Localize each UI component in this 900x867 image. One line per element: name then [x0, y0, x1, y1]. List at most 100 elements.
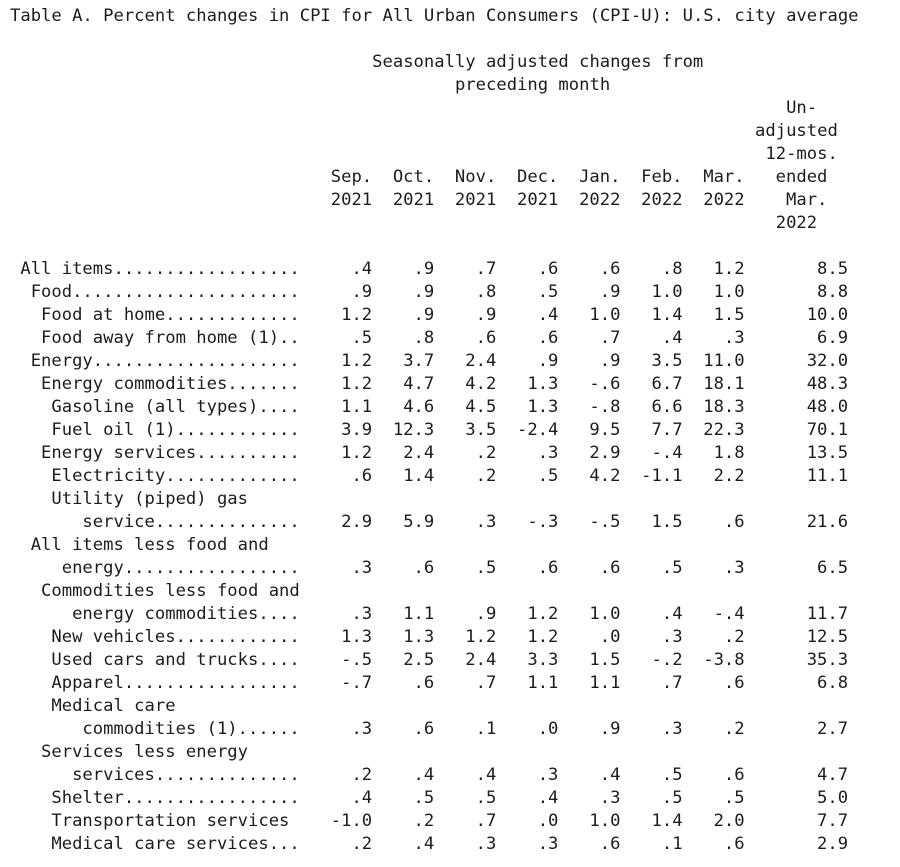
unadjusted-12mo-cell: 8.5	[817, 259, 849, 279]
value-cell: 1.5	[651, 512, 683, 532]
table-row: Apparel................. -.7 .6 .7 1.1 1.1 .7.…	[10, 672, 900, 695]
unadjusted-header-2022: 2022	[775, 213, 818, 233]
value-cell: .4	[351, 259, 373, 279]
column-header-month: Nov.	[454, 167, 497, 187]
value-cell: .9	[413, 282, 435, 302]
row-label: Medical care services...	[10, 834, 300, 854]
table-row: service.............. 2.9 5.9 .3 -.3 -.5 1.5 .6…	[10, 511, 900, 534]
value-cell: 4.2	[589, 466, 621, 486]
table-row: energy................. .3 .6 .5 .6 .6 .5 .3 6.5	[10, 557, 900, 580]
unadjusted-12mo-cell: 48.3	[806, 374, 849, 394]
value-cell: 1.2	[341, 443, 373, 463]
value-cell: .4	[475, 765, 497, 785]
row-label: Electricity.............	[10, 466, 300, 486]
value-cell: .4	[413, 834, 435, 854]
value-cell: 18.1	[703, 374, 745, 394]
value-cell: 3.9	[341, 420, 373, 440]
column-header-year: 2021	[454, 190, 497, 210]
value-cell: .3	[351, 719, 373, 739]
table-row: Energy.................... 1.2 3.7 2.4 .9 .9 3…	[10, 350, 900, 373]
row-label: Fuel oil (1)............	[10, 420, 300, 440]
value-cell: .6	[413, 673, 435, 693]
unadjusted-12mo-cell: 70.1	[806, 420, 849, 440]
column-header-year: 2022	[703, 190, 745, 210]
value-cell: 6.7	[651, 374, 683, 394]
value-cell: 3.7	[403, 351, 435, 371]
value-cell: .9	[413, 305, 435, 325]
column-header-month: Feb.	[641, 167, 683, 187]
value-cell: .0	[537, 719, 559, 739]
value-cell: -.8	[589, 397, 621, 417]
value-cell: 6.6	[651, 397, 683, 417]
value-cell: .8	[661, 259, 683, 279]
table-row: commodities (1)...... .3 .6 .1 .0 .9 .3 .2 2.7	[10, 718, 900, 741]
value-cell: 9.5	[589, 420, 621, 440]
value-cell: .1	[661, 834, 683, 854]
value-cell: 3.5	[651, 351, 683, 371]
value-cell: 11.0	[703, 351, 745, 371]
table-row: Transportation services -1.0 .2 .7 .0 1.0 1.4 2…	[10, 810, 900, 833]
unadjusted-12mo-cell: 4.7	[817, 765, 849, 785]
value-cell: .3	[475, 834, 497, 854]
table-row: Food at home............. 1.2 .9 .9 .4 1.0 1.4…	[10, 304, 900, 327]
value-cell: 2.2	[713, 466, 745, 486]
unadjusted-12mo-cell: 11.1	[806, 466, 849, 486]
value-cell: .5	[537, 282, 559, 302]
value-cell: .0	[599, 627, 621, 647]
value-cell: .3	[537, 765, 559, 785]
value-cell: .6	[599, 834, 621, 854]
value-cell: .5	[475, 558, 497, 578]
unadjusted-12mo-cell: 32.0	[806, 351, 849, 371]
value-cell: 2.4	[465, 650, 497, 670]
value-cell: .9	[537, 351, 559, 371]
value-cell: 1.1	[403, 604, 435, 624]
value-cell: .3	[661, 627, 683, 647]
unadjusted-12mo-cell: 2.7	[817, 719, 849, 739]
value-cell: .6	[723, 673, 745, 693]
value-cell: 1.3	[403, 627, 435, 647]
year-header-spacer	[10, 189, 310, 212]
value-cell: 4.7	[403, 374, 435, 394]
unadjusted-12mo-cell: 48.0	[806, 397, 849, 417]
table-row: Medical care services... .2 .4 .3 .3 .6 .1 .6 2.…	[10, 833, 900, 856]
unadjusted-header-un: Un-	[786, 98, 818, 118]
year-header-row: 2021 2021 2021 2021 2022 2022 2022 Mar.	[10, 189, 900, 212]
value-cell: .2	[475, 443, 497, 463]
value-cell: -.2	[651, 650, 683, 670]
value-cell: .9	[413, 259, 435, 279]
column-header-year: 2022	[579, 190, 621, 210]
value-cell: .2	[723, 627, 745, 647]
value-cell: .3	[537, 443, 559, 463]
value-cell: .1	[475, 719, 497, 739]
table-title: Table A. Percent changes in CPI for All …	[10, 6, 859, 26]
table-row: Gasoline (all types).... 1.1 4.6 4.5 1.3 -.8 6…	[10, 396, 900, 419]
table-row: New vehicles............ 1.3 1.3 1.2 1.2 .0 .3…	[10, 626, 900, 649]
value-cell: .6	[413, 719, 435, 739]
value-cell: .4	[413, 765, 435, 785]
value-cell: 1.4	[403, 466, 435, 486]
value-cell: .6	[475, 328, 497, 348]
value-cell: 2.0	[713, 811, 745, 831]
table-row: Energy commodities....... 1.2 4.7 4.2 1.3 -.6…	[10, 373, 900, 396]
value-cell: -.6	[589, 374, 621, 394]
value-cell: 4.6	[403, 397, 435, 417]
value-cell: .3	[537, 834, 559, 854]
value-cell: .6	[599, 259, 621, 279]
value-cell: .2	[351, 765, 373, 785]
unadjusted-12mo-cell: 10.0	[806, 305, 849, 325]
unadjusted-12mo-cell: 35.3	[806, 650, 849, 670]
value-cell: .3	[723, 328, 745, 348]
row-label: All items..................	[10, 259, 300, 279]
value-cell: 1.5	[589, 650, 621, 670]
value-cell: 1.4	[651, 305, 683, 325]
value-cell: -.5	[341, 650, 373, 670]
spacer-line	[10, 235, 900, 258]
value-cell: .6	[599, 558, 621, 578]
unadjusted-12mo-cell: 6.9	[817, 328, 849, 348]
row-label: energy.................	[10, 558, 300, 578]
value-cell: 1.3	[527, 374, 559, 394]
row-label: Energy commodities.......	[10, 374, 300, 394]
value-cell: .5	[723, 788, 745, 808]
value-cell: 1.5	[713, 305, 745, 325]
row-label: Apparel.................	[10, 673, 300, 693]
